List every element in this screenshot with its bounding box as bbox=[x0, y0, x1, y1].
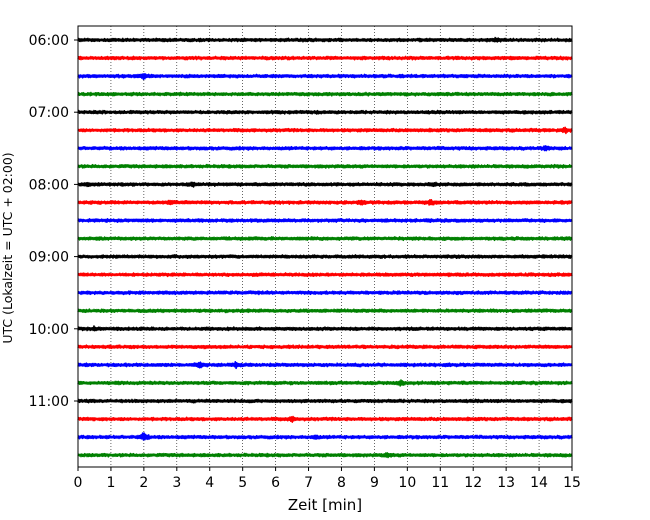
seismogram-trace bbox=[77, 217, 573, 224]
seismogram-trace bbox=[77, 379, 573, 387]
seismogram-trace bbox=[77, 55, 573, 61]
x-tick-label: 7 bbox=[304, 475, 313, 491]
plot-frame bbox=[77, 25, 573, 468]
seismogram-trace bbox=[77, 126, 573, 135]
trace-lines bbox=[77, 36, 573, 459]
seismogram-trace bbox=[77, 199, 573, 206]
seismogram-trace bbox=[77, 181, 573, 188]
seismogram-trace bbox=[77, 325, 573, 332]
seismogram-trace bbox=[77, 344, 573, 350]
seismogram-trace bbox=[77, 236, 573, 242]
x-tick-label: 11 bbox=[431, 475, 449, 491]
y-tick-label: 07:00 bbox=[29, 105, 69, 121]
seismogram-trace bbox=[77, 145, 573, 152]
x-tick-label: 14 bbox=[530, 475, 548, 491]
x-tick-label: 4 bbox=[205, 475, 214, 491]
y-tick-label: 09:00 bbox=[29, 250, 69, 266]
seismogram-trace bbox=[77, 72, 573, 81]
x-tick-label: 5 bbox=[238, 475, 247, 491]
seismogram-trace bbox=[77, 452, 573, 459]
seismogram-trace bbox=[77, 432, 573, 441]
x-axis-ticks: 0 1 2 3 4 5 6 7 8 9 10 11 12 13 14 15 bbox=[74, 467, 581, 491]
x-tick-label: 13 bbox=[497, 475, 515, 491]
x-tick-label: 6 bbox=[271, 475, 280, 491]
seismogram-trace bbox=[77, 272, 573, 278]
x-tick-label: 9 bbox=[370, 475, 379, 491]
seismogram-trace bbox=[77, 290, 573, 296]
x-axis-label: Zeit [min] bbox=[288, 496, 362, 514]
seismogram-trace bbox=[77, 36, 573, 43]
y-axis-ticks: 06:00 07:00 08:00 09:00 10:00 11:00 bbox=[29, 33, 78, 410]
seismogram-trace bbox=[77, 163, 573, 169]
seismogram-trace bbox=[77, 308, 573, 314]
y-tick-label: 06:00 bbox=[29, 33, 69, 49]
x-tick-label: 15 bbox=[563, 475, 581, 491]
x-tick-label: 12 bbox=[464, 475, 482, 491]
seismogram-trace bbox=[77, 398, 573, 404]
seismogram-trace bbox=[77, 91, 573, 97]
x-tick-label: 2 bbox=[139, 475, 148, 491]
x-tick-label: 3 bbox=[172, 475, 181, 491]
x-tick-label: 10 bbox=[398, 475, 416, 491]
seismogram-trace bbox=[77, 360, 573, 370]
seismogram-trace bbox=[77, 415, 573, 423]
seismogram-trace bbox=[77, 109, 573, 115]
y-tick-label: 11:00 bbox=[29, 394, 69, 410]
x-tick-label: 0 bbox=[74, 475, 83, 491]
y-axis-label: UTC (Lokalzeit = UTC + 02:00) bbox=[0, 152, 15, 343]
y-tick-label: 10:00 bbox=[29, 322, 69, 338]
y-tick-label: 08:00 bbox=[29, 177, 69, 193]
seismogram-trace bbox=[77, 254, 573, 260]
x-tick-label: 1 bbox=[106, 475, 115, 491]
x-tick-label: 8 bbox=[337, 475, 346, 491]
